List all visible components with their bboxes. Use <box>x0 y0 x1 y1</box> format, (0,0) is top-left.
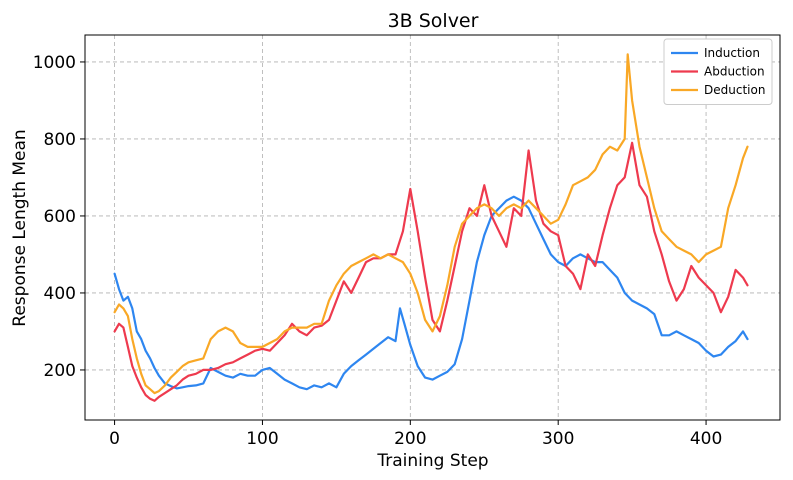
x-tick-label: 100 <box>246 429 278 449</box>
legend-label-induction: Induction <box>704 46 760 60</box>
x-tick-label: 400 <box>690 429 722 449</box>
axis-ticks: 0 100 200 300 400 200 400 600 800 1000 <box>33 53 723 449</box>
legend: Induction Abduction Deduction <box>663 38 773 105</box>
chart-title: 3B Solver <box>388 10 479 32</box>
x-tick-label: 0 <box>109 429 120 449</box>
y-tick-label: 800 <box>44 130 76 150</box>
plot-frame <box>84 34 781 421</box>
y-tick-label: 400 <box>44 284 76 304</box>
y-tick-label: 200 <box>44 361 76 381</box>
legend-label-abduction: Abduction <box>704 65 765 79</box>
series-line-abduction <box>113 141 749 402</box>
plot-area <box>113 53 749 402</box>
legend-box <box>663 38 773 105</box>
x-tick-label: 200 <box>394 429 426 449</box>
y-tick-label: 1000 <box>33 53 76 73</box>
legend-label-deduction: Deduction <box>704 83 765 97</box>
x-axis-label: Training Step <box>376 451 488 471</box>
grid <box>85 35 780 420</box>
series-line-induction <box>113 195 749 391</box>
y-axis-label: Response Length Mean <box>10 129 30 326</box>
series-line-deduction <box>113 53 749 395</box>
y-tick-label: 600 <box>44 207 76 227</box>
x-tick-label: 300 <box>542 429 574 449</box>
